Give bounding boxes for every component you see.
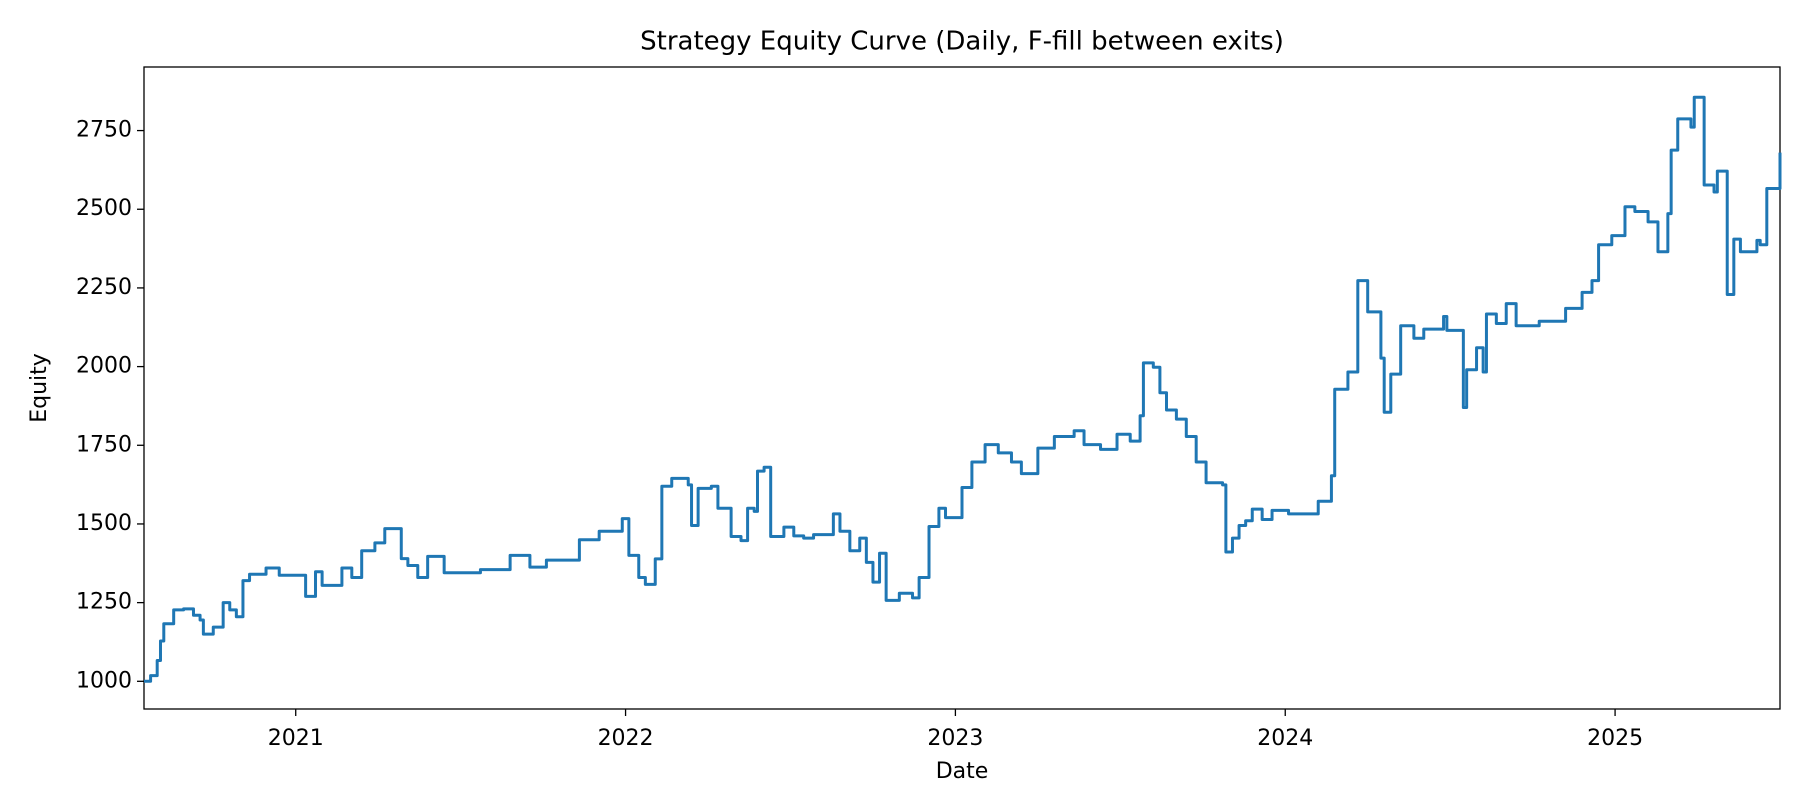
x-tick-label: 2023 [927,726,983,751]
y-tick-label: 1500 [76,511,132,536]
x-tick-label: 2022 [598,726,654,751]
y-tick-label: 2500 [76,196,132,221]
y-tick-label: 1000 [76,668,132,693]
y-tick-label: 1750 [76,432,132,457]
plot-frame [143,66,1781,710]
y-tick-label: 2750 [76,118,132,143]
x-axis-label: Date [936,759,989,784]
y-tick-label: 2000 [76,354,132,379]
y-axis-label: Equity [27,353,52,423]
x-tick-label: 2025 [1587,726,1643,751]
y-tick-label: 1250 [76,590,132,615]
x-tick-label: 2024 [1257,726,1313,751]
x-tick-label: 2021 [268,726,324,751]
y-tick-label: 2250 [76,275,132,300]
chart-title: Strategy Equity Curve (Daily, F-fill bet… [640,27,1284,57]
equity-line [144,95,1782,683]
